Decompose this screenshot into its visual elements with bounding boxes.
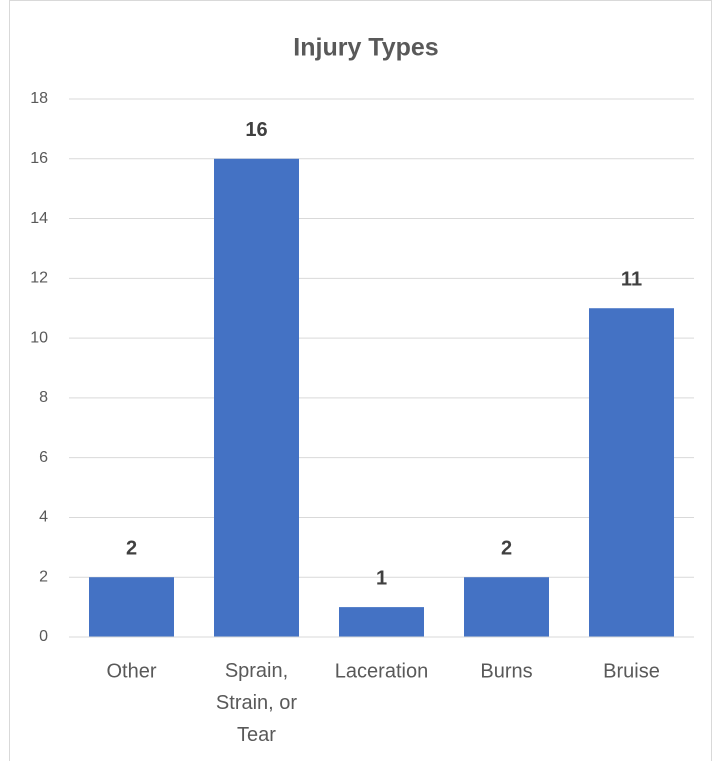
- y-tick-label: 16: [30, 150, 48, 167]
- y-tick-label: 8: [39, 389, 48, 406]
- x-tick-label: Laceration: [335, 660, 428, 682]
- bar: [339, 607, 424, 637]
- y-tick-label: 4: [39, 509, 48, 526]
- chart-title: Injury Types: [293, 34, 438, 62]
- data-label: 2: [126, 538, 137, 560]
- data-label: 1: [376, 567, 387, 589]
- y-tick-label: 2: [39, 568, 48, 585]
- bar: [89, 577, 174, 637]
- y-tick-label: 6: [39, 449, 48, 466]
- data-label: 16: [245, 119, 267, 141]
- data-label: 11: [621, 269, 642, 291]
- y-tick-label: 0: [39, 628, 48, 645]
- bar: [214, 158, 299, 637]
- x-tick-label: Bruise: [603, 660, 660, 682]
- x-tick-label: Sprain, Strain, or Tear: [216, 660, 297, 746]
- bar: [464, 577, 549, 637]
- data-label: 2: [501, 538, 512, 560]
- y-tick-label: 10: [30, 329, 48, 346]
- y-tick-label: 12: [30, 270, 48, 287]
- x-tick-label: Burns: [480, 660, 532, 682]
- x-tick-label: Other: [106, 660, 156, 682]
- bar: [589, 308, 674, 637]
- y-tick-label: 14: [30, 210, 48, 227]
- y-tick-label: 18: [30, 90, 48, 107]
